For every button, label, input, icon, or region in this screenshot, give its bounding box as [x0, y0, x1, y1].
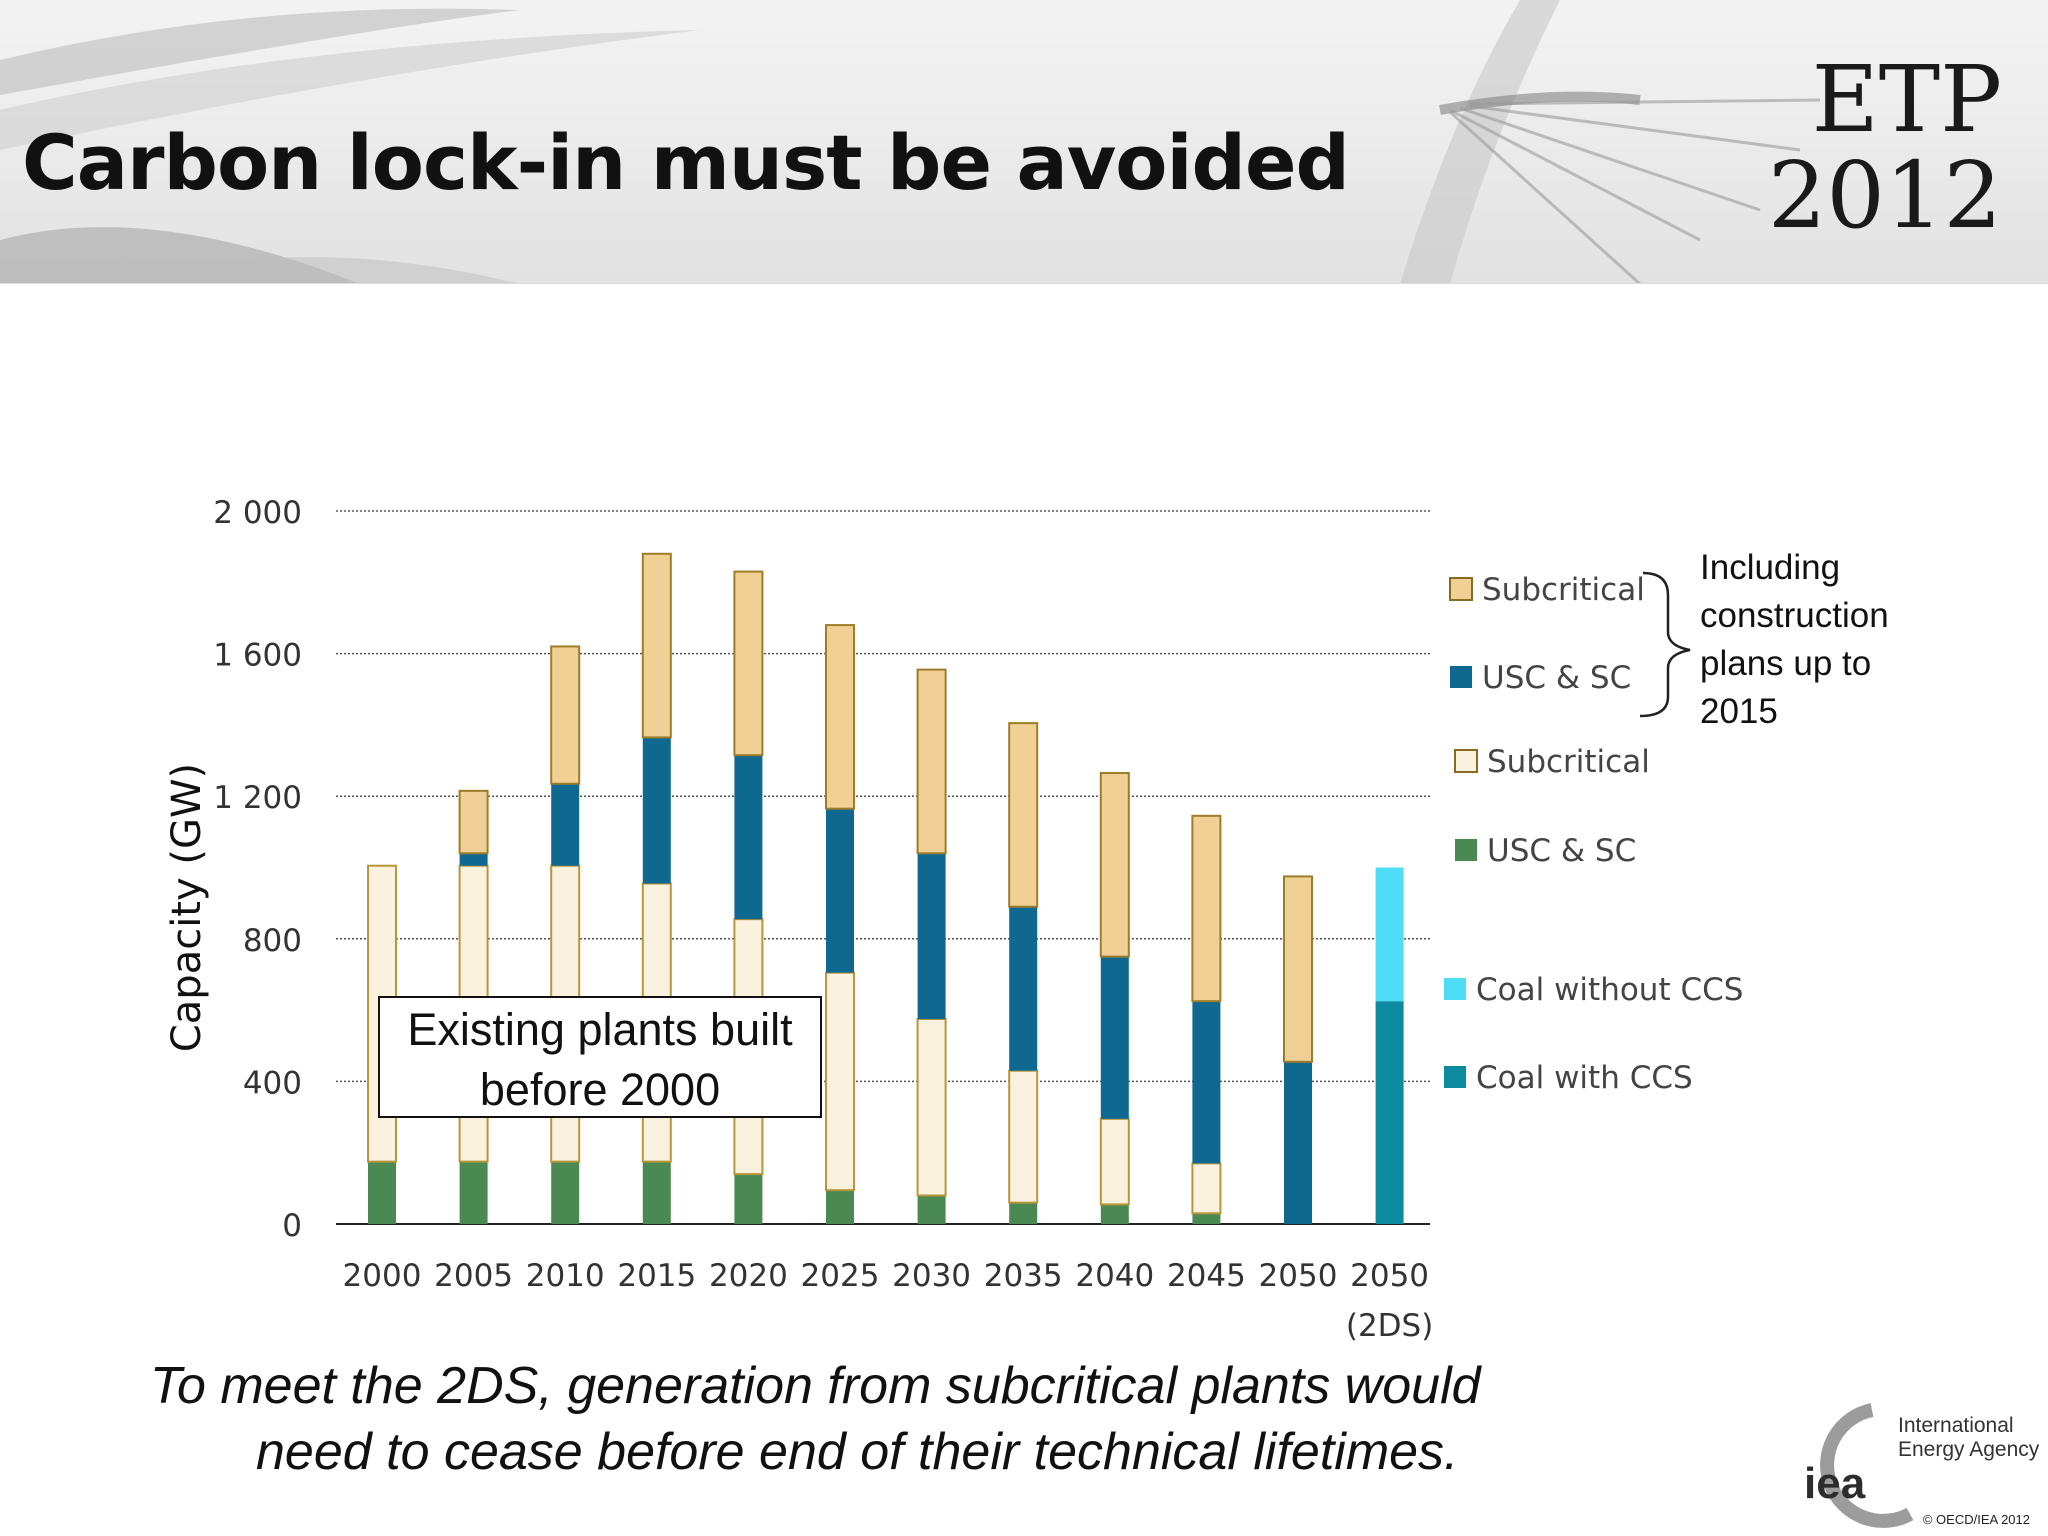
construction-plans-note: Including construction plans up to 2015 [1700, 548, 1889, 731]
bar-segment [1009, 906, 1038, 1071]
x-tick-label: 2000 [343, 1258, 422, 1294]
x-tick-label: 2050 [1259, 1258, 1338, 1294]
bar-segment [825, 624, 855, 810]
bar-segment [1283, 875, 1313, 1063]
bar-segment [1192, 1213, 1221, 1224]
y-tick-label: 0 [282, 1208, 302, 1244]
etp-logo-line1: ETP [1811, 46, 2002, 153]
bar-segment [1099, 1117, 1130, 1206]
bar-segment [733, 570, 764, 757]
bar-segment [1375, 867, 1404, 1002]
legend-label: Subcritical [1482, 572, 1645, 608]
caption-line-2: need to cease before end of their techni… [256, 1423, 1459, 1481]
bar-segment [1100, 1204, 1129, 1224]
legend-brace [1639, 571, 1691, 718]
x-tick-label: 2030 [892, 1258, 971, 1294]
legend-swatch [1454, 749, 1478, 773]
bar-segment [1008, 1069, 1039, 1204]
capacity-chart: 0 400 800 1 200 1 600 2 000 Capacity (GW) 2000 2… [164, 495, 1743, 1344]
etp-logo: ETP 2012 [1762, 52, 2002, 244]
bar-segment [551, 783, 580, 866]
x-tick-label: 2025 [801, 1258, 880, 1294]
legend-swatch [1455, 839, 1477, 861]
y-tick-label: 800 [243, 923, 302, 959]
bar-segment [1008, 722, 1039, 908]
x-tick-label: 2020 [709, 1258, 788, 1294]
y-tick-label: 1 600 [213, 638, 302, 674]
x-tick-label: (2DS) [1346, 1308, 1433, 1344]
legend-label: Coal without CCS [1476, 972, 1743, 1008]
legend-swatch [1444, 978, 1466, 1000]
x-tick-label: 2050 [1350, 1258, 1429, 1294]
bar-segment [642, 737, 671, 884]
bar-segment [734, 1174, 763, 1224]
bar-segment [916, 1018, 947, 1197]
bar-segment [1191, 1162, 1222, 1215]
decorative-feather-background [0, 0, 2048, 284]
header-banner: Carbon lock-in must be avoided ETP 2012 [0, 0, 2048, 284]
legend-swatch [1444, 1066, 1466, 1088]
page-title: Carbon lock-in must be avoided [22, 118, 1350, 207]
legend-swatch [1449, 577, 1473, 601]
bar-segment [1100, 956, 1129, 1119]
bar-segment [642, 1161, 671, 1224]
x-tick-label: 2040 [1075, 1258, 1154, 1294]
bar-segment [641, 552, 672, 739]
copyright: © OECD/IEA 2012 [1922, 1512, 2030, 1527]
bar-segment [459, 853, 488, 866]
bar-segment [1099, 772, 1130, 958]
legend-label: Subcritical [1487, 744, 1650, 780]
x-tick-label: 2045 [1167, 1258, 1246, 1294]
x-tick-label: 2010 [526, 1258, 605, 1294]
bar-segment [826, 1190, 854, 1224]
y-tick-label: 400 [243, 1065, 302, 1101]
bar-segment [1192, 1001, 1221, 1164]
legend-label: USC & SC [1482, 660, 1631, 696]
iea-logo-arc-icon [1820, 1403, 1914, 1528]
y-tick-label: 2 000 [213, 495, 302, 531]
bar-segment [550, 645, 581, 785]
caption-line-1: To meet the 2DS, generation from subcrit… [150, 1357, 1481, 1415]
etp-logo-line2: 2012 [1767, 142, 2002, 249]
bar-segment [1284, 1061, 1312, 1224]
bar-segment [459, 1161, 488, 1224]
legend-label: Coal with CCS [1476, 1060, 1693, 1096]
bar-segment [1009, 1202, 1038, 1224]
bar-segment [1191, 814, 1222, 1003]
bar-segment [551, 1161, 580, 1224]
iea-name: International Energy Agency [1898, 1414, 2040, 1461]
y-axis-title: Capacity (GW) [164, 763, 210, 1052]
iea-logo-mark: iea [1804, 1459, 1866, 1508]
legend-label: USC & SC [1487, 833, 1636, 869]
x-tick-label: 2015 [617, 1258, 696, 1294]
bar-segment [826, 808, 854, 973]
bar-segment [734, 755, 763, 920]
bar-segment [458, 789, 489, 855]
bar-segment [916, 668, 947, 855]
bar-segment [825, 971, 855, 1192]
y-tick-label: 1 200 [213, 780, 302, 816]
legend-swatch [1450, 666, 1472, 688]
bar-segment [917, 853, 946, 1020]
bar-segment [917, 1195, 946, 1224]
x-tick-label: 2005 [434, 1258, 513, 1294]
bar-segment [1375, 1001, 1404, 1224]
x-tick-label: 2035 [984, 1258, 1063, 1294]
existing-plants-annotation: Existing plants built before 2000 [378, 996, 822, 1118]
bar-segment [368, 1161, 396, 1224]
iea-logo: iea [1804, 1403, 1914, 1528]
